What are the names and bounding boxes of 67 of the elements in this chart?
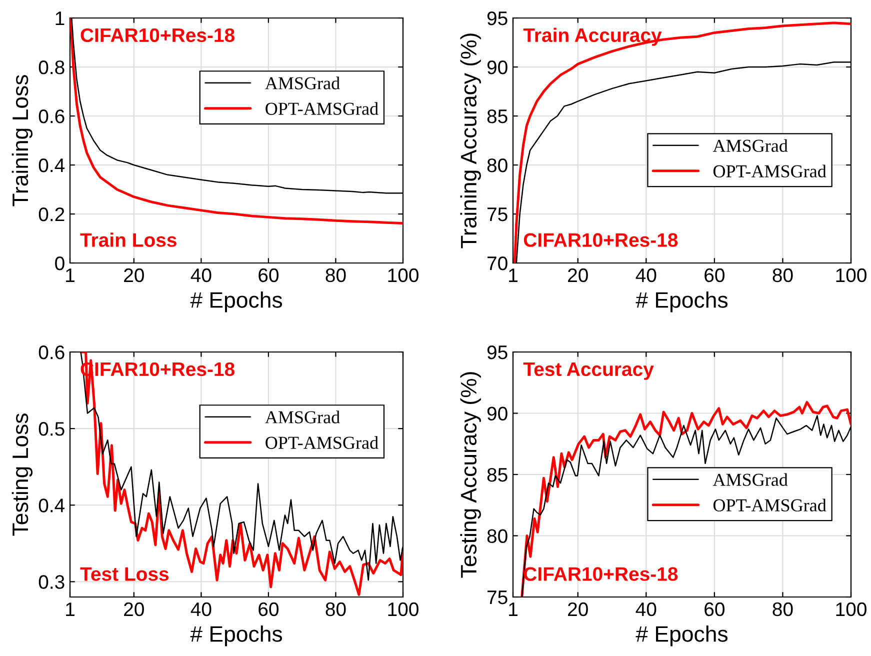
- legend-label: AMSGrad: [712, 473, 788, 486]
- y-tick-label: 0.5: [38, 422, 64, 436]
- y-tick-label: 0.4: [38, 498, 65, 512]
- y-axis-title: Testing Loss: [12, 414, 33, 536]
- y-tick-label: 0.2: [38, 207, 64, 222]
- y-tick-label: 0.4: [38, 158, 65, 172]
- annotation: Test Accuracy: [523, 362, 654, 380]
- y-axis-title: Training Loss: [12, 75, 33, 206]
- y-tick-label: 0.3: [38, 575, 64, 589]
- x-tick-label: 80: [772, 268, 793, 282]
- legend-label: AMSGrad: [265, 410, 340, 424]
- x-tick-label: 40: [190, 602, 212, 616]
- x-tick-label: 20: [124, 268, 144, 282]
- x-axis-title: # Epochs: [636, 626, 728, 646]
- annotation: Train Loss: [80, 232, 176, 247]
- y-tick-label: 0.6: [38, 109, 64, 124]
- y-tick-label: 80: [487, 158, 508, 172]
- y-tick-label: 1: [56, 12, 64, 26]
- y-tick-label: 95: [487, 345, 508, 360]
- x-tick-label: 60: [258, 602, 279, 616]
- x-tick-label: 1: [509, 268, 518, 282]
- y-tick-label: 90: [487, 406, 508, 420]
- y-tick-label: 80: [487, 529, 508, 543]
- legend-label: OPT-AMSGrad: [266, 102, 378, 115]
- x-tick-label: 40: [190, 268, 212, 282]
- x-tick-label: 100: [836, 602, 866, 616]
- y-axis-title: Training Accuracy (%): [460, 34, 481, 248]
- y-tick-label: 85: [487, 468, 508, 482]
- y-tick-label: 0: [55, 256, 64, 270]
- x-tick-label: 20: [568, 268, 588, 282]
- y-tick-label: 0.8: [38, 60, 64, 74]
- x-tick-label: 80: [326, 268, 346, 282]
- x-tick-label: 1: [66, 602, 74, 616]
- x-tick-label: 20: [124, 602, 144, 616]
- y-tick-label: 70: [488, 256, 508, 270]
- x-tick-label: 40: [636, 268, 656, 282]
- x-tick-label: 100: [388, 602, 418, 616]
- x-tick-label: 20: [568, 602, 588, 616]
- x-tick-label: 40: [636, 602, 656, 616]
- x-axis-title: # Epochs: [190, 292, 282, 312]
- legend-label: OPT-AMSGrad: [266, 436, 378, 449]
- annotation: Train Accuracy: [523, 28, 662, 46]
- x-tick-label: 100: [388, 268, 418, 282]
- x-tick-label: 100: [836, 268, 866, 282]
- y-tick-label: 0.6: [38, 345, 64, 360]
- annotation: CIFAR10+Res-18: [80, 28, 234, 42]
- x-axis-title: # Epochs: [190, 626, 282, 646]
- x-tick-label: 1: [509, 602, 518, 616]
- y-tick-label: 75: [488, 590, 508, 604]
- legend-label: AMSGrad: [712, 139, 788, 152]
- annotation: Test Loss: [80, 567, 169, 581]
- x-tick-label: 80: [326, 602, 346, 616]
- legend-label: OPT-AMSGrad: [713, 164, 826, 178]
- x-tick-label: 60: [704, 602, 724, 616]
- y-tick-label: 90: [487, 60, 508, 74]
- x-tick-label: 60: [704, 268, 724, 282]
- y-tick-label: 85: [487, 109, 508, 124]
- y-axis-title: Testing Accuracy (%): [460, 372, 481, 578]
- legend-label: AMSGrad: [265, 76, 340, 90]
- annotation: CIFAR10+Res-18: [524, 233, 678, 247]
- x-axis-title: # Epochs: [636, 292, 728, 312]
- x-tick-label: 1: [66, 268, 74, 282]
- y-tick-label: 75: [488, 208, 508, 222]
- legend-label: OPT-AMSGrad: [713, 498, 826, 512]
- x-tick-label: 60: [258, 268, 279, 282]
- y-tick-label: 95: [487, 11, 508, 26]
- x-tick-label: 80: [772, 602, 793, 616]
